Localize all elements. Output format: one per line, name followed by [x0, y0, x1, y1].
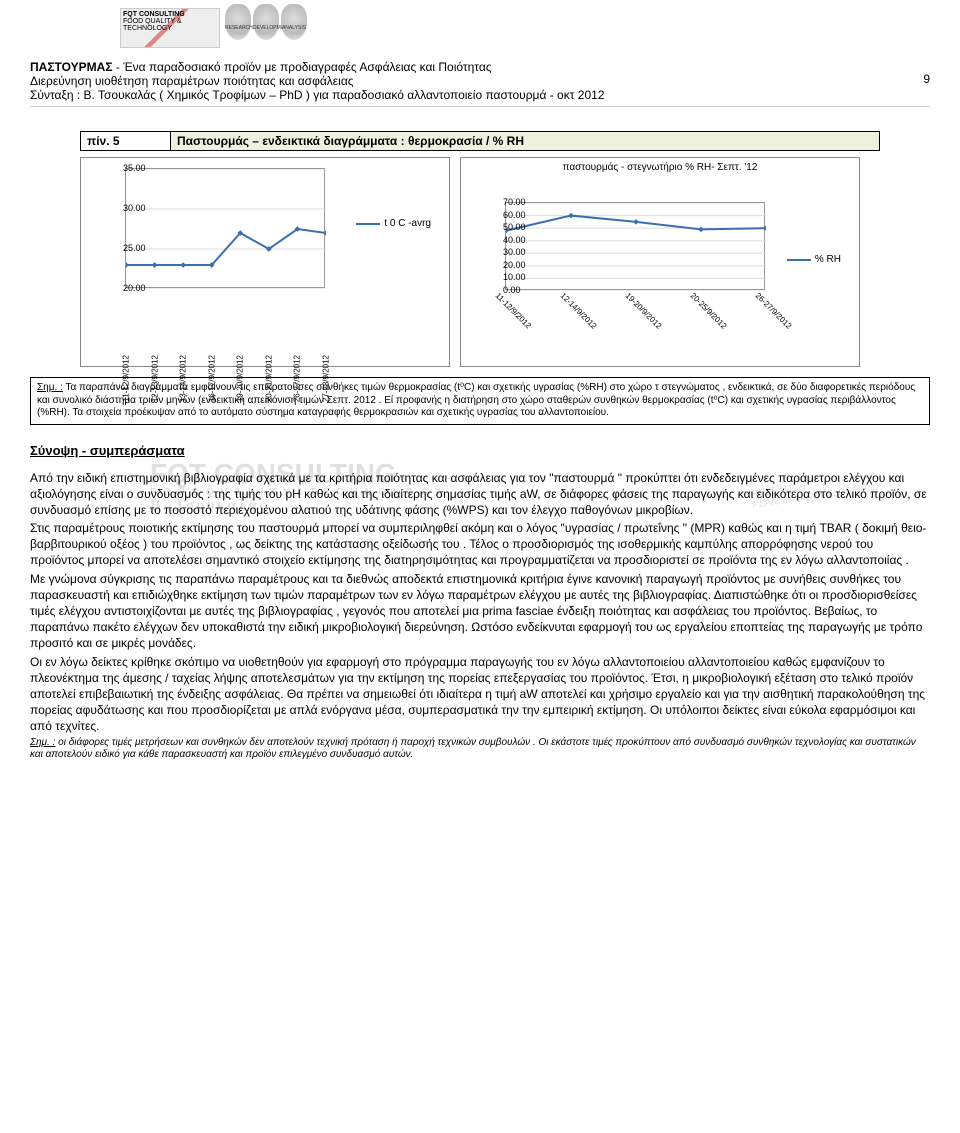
badge: DEVELOPMENT [253, 4, 279, 40]
y-tick: 35.00 [123, 163, 125, 173]
logo-sub: FOOD QUALITY & TECHNOLOGY [123, 18, 182, 32]
body-text: Από την ειδική επιστημονική βιβλιογραφία… [30, 470, 930, 762]
chart-caption-row: πίν. 5 Παστουρμάς – ενδεικτικά διαγράμμα… [80, 131, 880, 151]
y-tick: 40.00 [503, 235, 505, 245]
x-tick: 16-17/9/2012 [207, 355, 216, 402]
x-tick: 20-21/9/2012 [264, 355, 273, 402]
x-tick: 19-20/9/2012 [624, 291, 664, 331]
paragraph: Στις παραμέτρους ποιοτικής εκτίμησης του… [30, 520, 930, 569]
x-tick: 26-27/9/2012 [754, 291, 794, 331]
header-badges: RESEARCH DEVELOPMENT ANALYSIS [225, 4, 307, 40]
x-tick: 27-28/9/2012 [322, 355, 331, 402]
legend-line-icon [356, 223, 380, 225]
badge: ANALYSIS [281, 4, 307, 40]
page-number: 9 [923, 72, 930, 86]
chart-right-title: παστουρμάς - στεγνωτήριο % RH- Σεπτ. '12 [461, 158, 859, 173]
y-tick: 30.00 [123, 203, 125, 213]
note-prefix: Σημ. : [37, 382, 63, 393]
chart-note-box: Σημ. : Τα παραπάνω διαγράμματα εμφαίνουν… [30, 377, 930, 425]
doc-title-bold: ΠΑΣΤΟΥΡΜΑΣ [30, 60, 113, 74]
x-tick: 11-12/9/2012 [494, 291, 533, 330]
logo-text: FQT CONSULTING [123, 11, 185, 18]
temperature-chart: 11-12/9/201212-13/9/201213-14/9/201216-1… [80, 157, 450, 367]
y-tick: 0.00 [503, 285, 505, 295]
y-tick: 20.00 [123, 283, 125, 293]
doc-title-rest: - Ένα παραδοσιακό προϊόν με προδιαγραφές… [116, 60, 492, 74]
paragraph: Από την ειδική επιστημονική βιβλιογραφία… [30, 470, 930, 519]
y-tick: 60.00 [503, 210, 505, 220]
divider [30, 106, 930, 107]
legend-right: % RH [787, 254, 841, 265]
legend-left-label: t 0 C -avrg [384, 218, 431, 229]
paragraph: Οι εν λόγω δείκτες κρίθηκε σκόπιμο να υι… [30, 654, 930, 735]
badge: RESEARCH [225, 4, 251, 40]
legend-right-label: % RH [815, 254, 841, 265]
humidity-chart: παστουρμάς - στεγνωτήριο % RH- Σεπτ. '12… [460, 157, 860, 367]
x-tick: 20-25/9/2012 [689, 291, 729, 331]
legend-left: t 0 C -avrg [356, 218, 431, 229]
y-tick: 25.00 [123, 243, 125, 253]
footnote-text: οι διάφορες τιμές μετρήσεων και συνθηκών… [30, 737, 916, 761]
caption-left: πίν. 5 [81, 132, 171, 150]
x-tick: 12-14/9/2012 [559, 291, 599, 331]
y-tick: 70.00 [503, 197, 505, 207]
caption-right: Παστουρμάς – ενδεικτικά διαγράμματα : θε… [171, 132, 879, 150]
footnote: Σημ. : οι διάφορες τιμές μετρήσεων και σ… [30, 737, 930, 762]
footnote-prefix: Σημ. : [30, 737, 55, 748]
doc-line-3: Σύνταξη : Β. Τσουκαλάς ( Χημικός Τροφίμω… [30, 88, 930, 102]
paragraph: Με γνώμονα σύγκρισης τις παραπάνω παραμέ… [30, 571, 930, 652]
y-tick: 10.00 [503, 272, 505, 282]
legend-line-icon [787, 259, 811, 261]
x-tick: 26-27/9/2012 [293, 355, 302, 402]
y-tick: 50.00 [503, 222, 505, 232]
x-tick: 13-14/9/2012 [179, 355, 188, 402]
doc-line-2: Διερεύνηση υιοθέτηση παραμέτρων ποιότητα… [30, 74, 930, 88]
note-text: Τα παραπάνω διαγράμματα εμφαίνουν τις επ… [37, 382, 915, 418]
y-tick: 20.00 [503, 260, 505, 270]
section-title: Σύνοψη - συμπεράσματα [30, 443, 930, 458]
x-tick: 19-20/9/2012 [236, 355, 245, 402]
brand-logo: FQT CONSULTING FOOD QUALITY & TECHNOLOGY [120, 8, 220, 48]
x-tick: 11-12/9/2012 [122, 355, 131, 402]
y-tick: 30.00 [503, 247, 505, 257]
x-tick: 12-13/9/2012 [150, 355, 159, 402]
